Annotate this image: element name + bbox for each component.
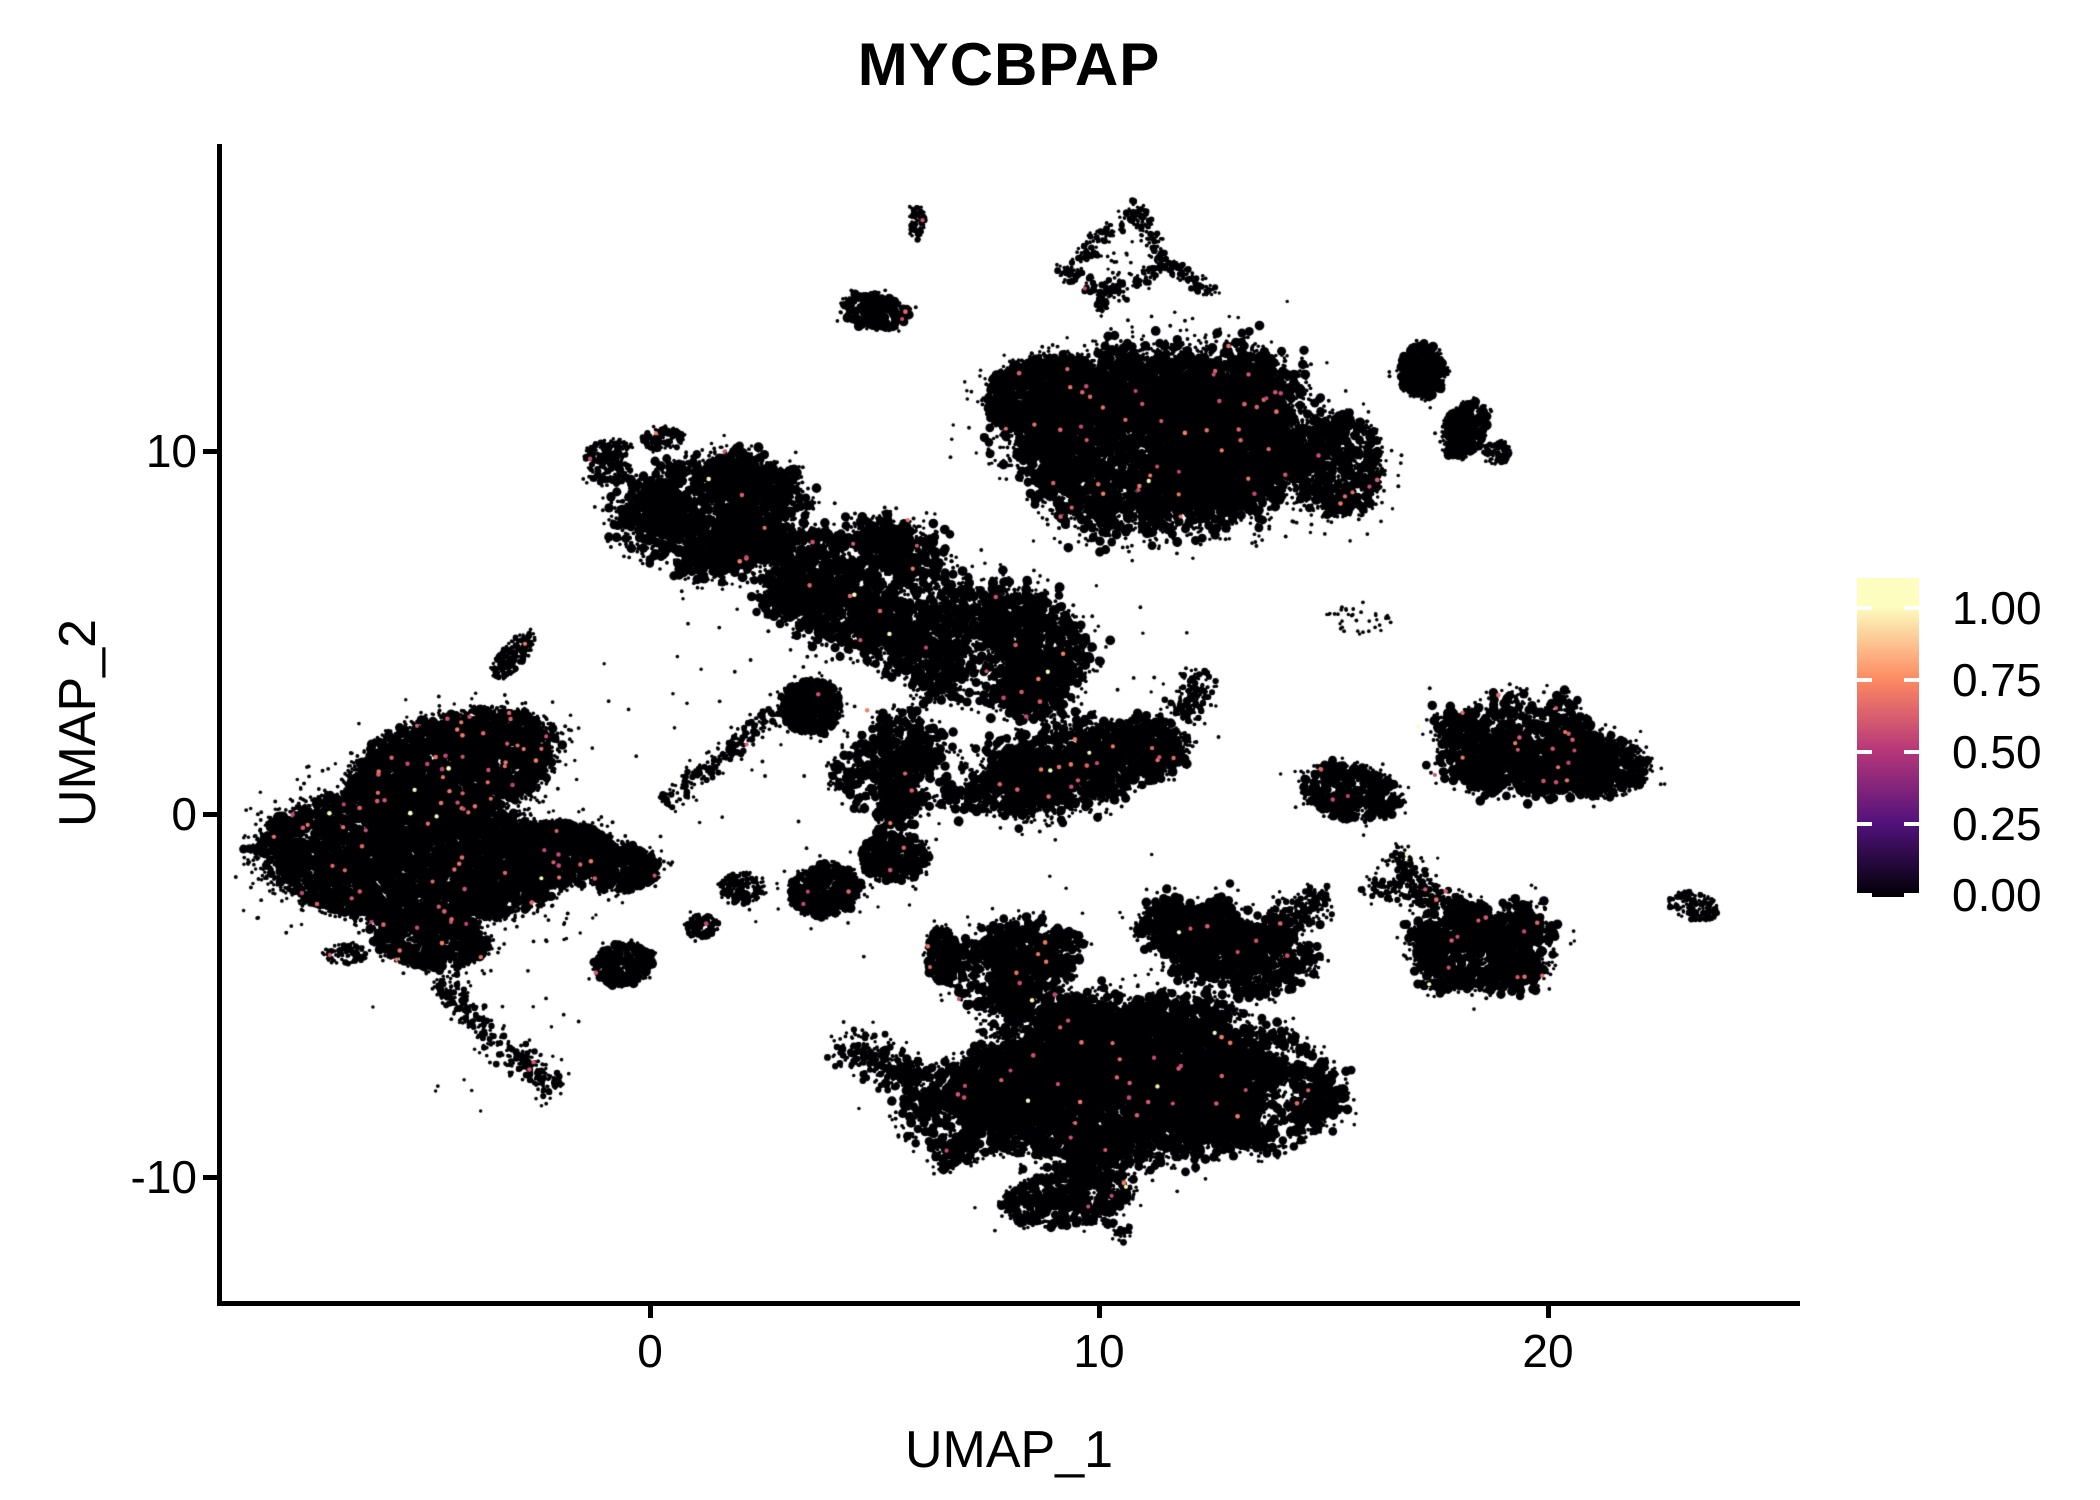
legend-tick-mark bbox=[1857, 750, 1872, 754]
y-axis-line bbox=[217, 144, 222, 1303]
x-tick-mark bbox=[648, 1303, 653, 1318]
x-axis-line bbox=[217, 1301, 1800, 1306]
y-tick-mark bbox=[203, 449, 218, 454]
y-tick-label: 0 bbox=[171, 788, 197, 840]
y-tick-label: 10 bbox=[145, 425, 197, 477]
legend-tick-label: 0.00 bbox=[1952, 869, 2042, 921]
y-tick-label: -10 bbox=[130, 1151, 197, 1203]
legend-tick-mark bbox=[1904, 678, 1919, 682]
x-axis-title: UMAP_1 bbox=[904, 1421, 1114, 1479]
legend-tick-mark bbox=[1904, 750, 1919, 754]
x-tick-label: 0 bbox=[637, 1325, 663, 1377]
legend-tick-mark bbox=[1857, 893, 1872, 897]
y-tick-mark bbox=[203, 812, 218, 817]
x-tick-mark bbox=[1097, 1303, 1102, 1318]
y-tick-mark bbox=[203, 1175, 218, 1180]
legend-tick-mark bbox=[1904, 606, 1919, 610]
legend-tick-mark bbox=[1857, 678, 1872, 682]
legend-tick-label: 0.50 bbox=[1952, 726, 2042, 778]
x-tick-label: 10 bbox=[1073, 1325, 1125, 1377]
legend-tick-mark bbox=[1904, 822, 1919, 826]
x-tick-mark bbox=[1546, 1303, 1551, 1318]
legend-tick-label: 0.75 bbox=[1952, 654, 2042, 706]
legend-tick-label: 0.25 bbox=[1952, 798, 2042, 850]
legend-tick-mark bbox=[1904, 893, 1919, 897]
y-axis-title: UMAP_2 bbox=[49, 618, 107, 828]
legend-tick-mark bbox=[1857, 606, 1872, 610]
x-tick-label: 20 bbox=[1522, 1325, 1574, 1377]
legend-tick-mark bbox=[1857, 822, 1872, 826]
legend-colorbar bbox=[1857, 578, 1919, 897]
legend-tick-label: 1.00 bbox=[1952, 582, 2042, 634]
plot-title: MYCBPAP bbox=[857, 31, 1161, 98]
